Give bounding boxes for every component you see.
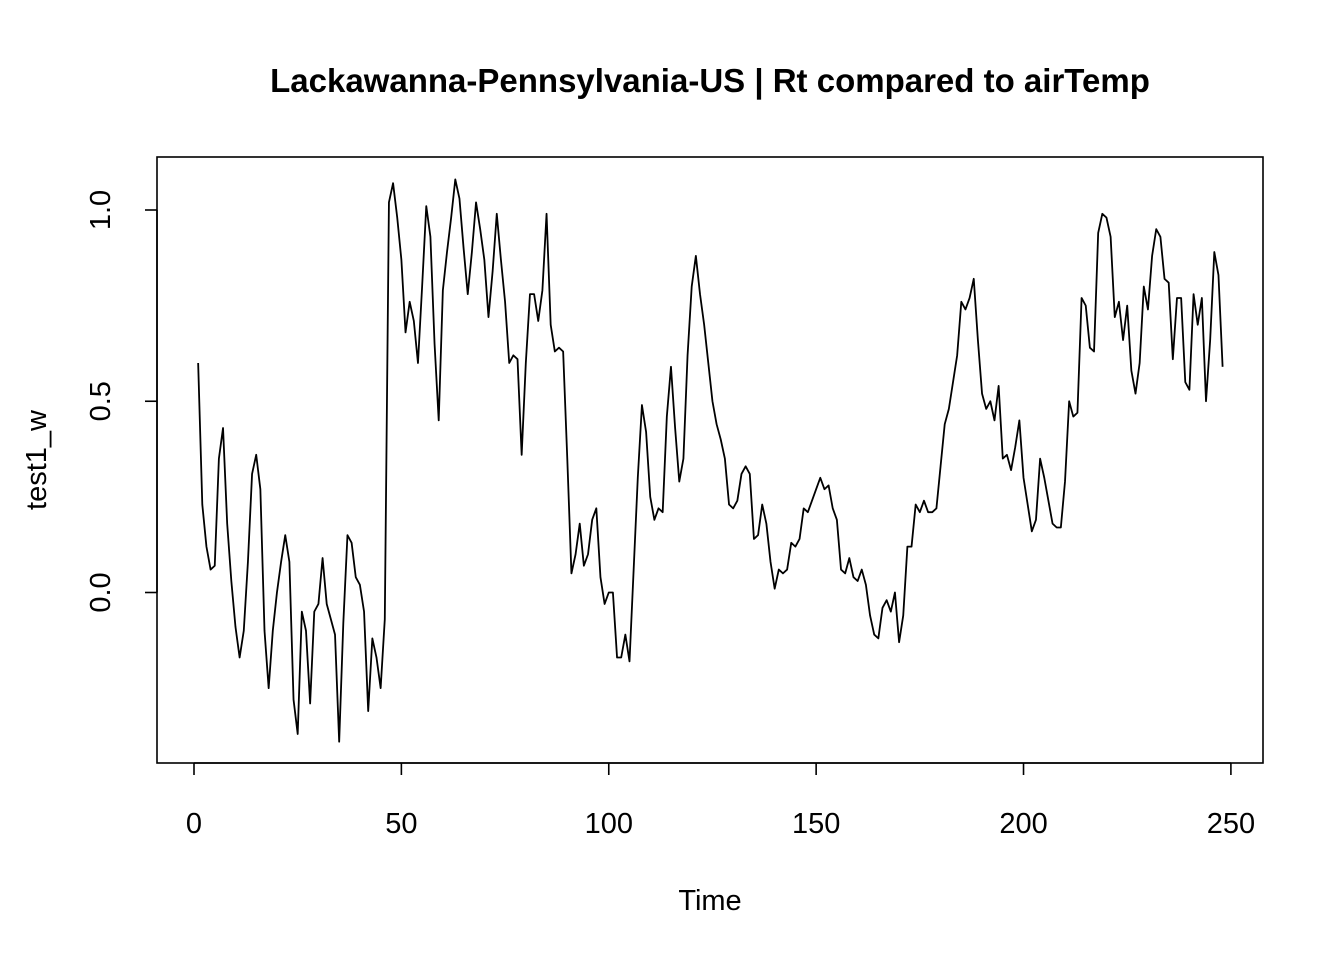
y-tick-label: 0.5	[85, 381, 117, 421]
y-tick-label: 0.0	[85, 572, 117, 612]
series-group	[197, 178, 1224, 743]
x-tick-label: 100	[585, 808, 633, 840]
chart-title: Lackawanna-Pennsylvania-US | Rt compared…	[270, 62, 1150, 99]
y-tick-label: 1.0	[85, 190, 117, 230]
y-axis-title: test1_w	[21, 409, 53, 510]
x-tick-label: 200	[999, 808, 1047, 840]
x-axis-title: Time	[678, 885, 741, 917]
y-axis: 0.0 0.5 1.0	[85, 190, 158, 613]
series-line	[197, 178, 1224, 743]
x-tick-label: 50	[385, 808, 417, 840]
x-tick-label: 0	[186, 808, 202, 840]
x-axis: 0 50 100 150 200 250	[186, 762, 1255, 840]
x-tick-label: 150	[792, 808, 840, 840]
x-tick-label: 250	[1207, 808, 1255, 840]
